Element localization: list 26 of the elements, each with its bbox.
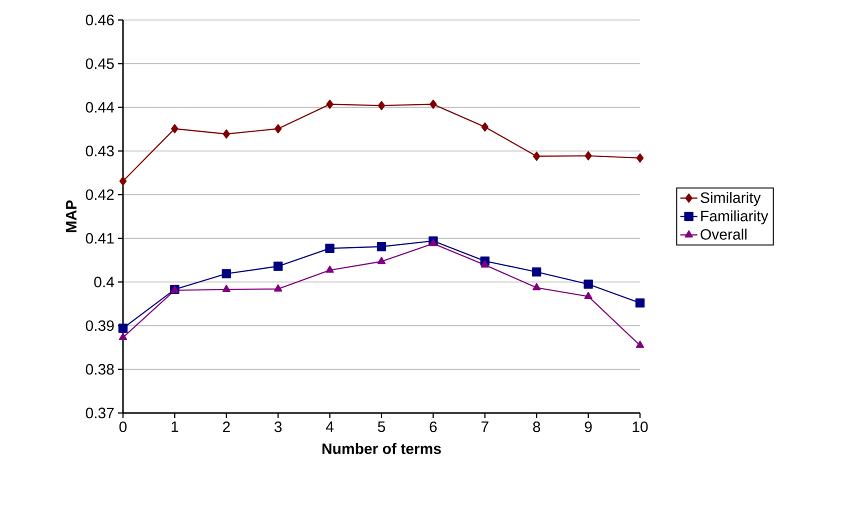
x-tick-label: 6 — [430, 422, 437, 432]
x-axis-title: Number of terms — [322, 443, 441, 454]
x-tick-label: 9 — [584, 422, 592, 432]
y-tick-label: 0.37 — [86, 408, 114, 418]
y-tick-label: 0.39 — [86, 320, 114, 331]
y-tick-label: 0.44 — [86, 102, 114, 113]
y-tick-label: 0.4 — [94, 276, 114, 288]
x-tick-label: 8 — [533, 422, 540, 432]
y-tick-label: 0.45 — [86, 58, 114, 69]
x-tick-label: 0 — [119, 422, 127, 432]
x-tick-label: 7 — [482, 422, 488, 432]
x-tick-label: 4 — [326, 422, 334, 432]
x-tick-label: 3 — [274, 422, 282, 432]
y-tick-label: 0.43 — [86, 146, 114, 156]
y-tick-label: 0.41 — [86, 233, 114, 244]
x-tick-label: 5 — [378, 422, 386, 432]
y-tick-label: 0.42 — [86, 189, 114, 200]
legend-label: Familiarity — [701, 210, 768, 224]
legend-label: Similarity — [700, 192, 761, 206]
legend-label: Overall — [700, 228, 746, 240]
x-tick-label: 10 — [632, 422, 648, 432]
x-tick-label: 2 — [222, 422, 230, 432]
y-tick-label: 0.46 — [86, 14, 114, 26]
y-tick-label: 0.38 — [86, 364, 114, 375]
y-axis-title: MAP — [66, 200, 76, 232]
x-tick-label: 1 — [172, 422, 178, 432]
